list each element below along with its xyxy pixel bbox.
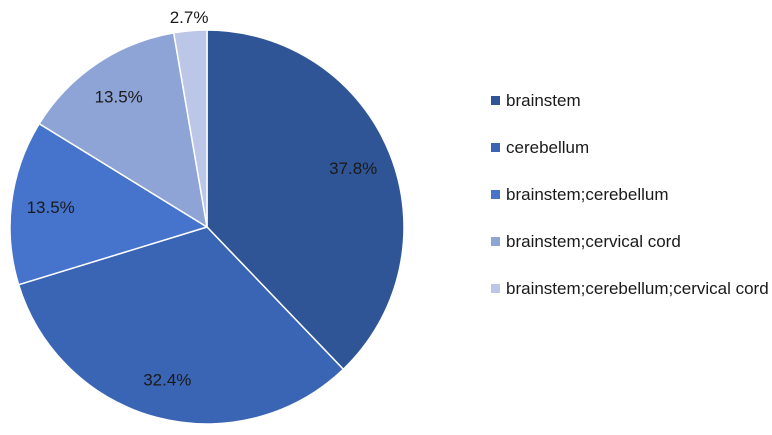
- legend-item-cerebellum: cerebellum: [489, 137, 772, 158]
- legend-label: brainstem;cerebellum;cervical cord: [506, 279, 769, 298]
- legend-swatch: [491, 96, 500, 105]
- pie-slice-brainstem-cerebellum: [9, 122, 209, 286]
- legend-label: brainstem;cervical cord: [506, 232, 681, 251]
- pie-data-label: 32.4%: [143, 371, 191, 390]
- pie-slice-brainstem-cerebellum-cervical-cord: [172, 29, 208, 228]
- pie-slice-cerebellum: [17, 226, 345, 425]
- legend-label: brainstem: [506, 91, 581, 110]
- legend-label: brainstem;cerebellum: [506, 185, 669, 204]
- pie-data-label: 37.8%: [329, 159, 377, 178]
- legend-swatch: [491, 284, 500, 293]
- legend-item-brainstem: brainstem: [489, 90, 772, 111]
- legend-swatch: [491, 143, 500, 152]
- pie-slice-brainstem: [206, 29, 405, 371]
- pie-slice-brainstem-cervical-cord: [38, 31, 209, 229]
- legend-swatch: [491, 190, 500, 199]
- pie-data-label: 2.7%: [170, 8, 209, 27]
- legend: brainstem cerebellum brainstem;cerebellu…: [489, 90, 772, 325]
- legend-label: cerebellum: [506, 138, 590, 157]
- legend-item-brainstem-cerebellum-cervical-cord: brainstem;cerebellum;cervical cord: [489, 278, 772, 299]
- pie-data-labels: 37.8% 32.4% 13.5% 13.5% 2.7%: [27, 8, 378, 390]
- legend-swatch: [491, 237, 500, 246]
- legend-item-brainstem-cerebellum: brainstem;cerebellum: [489, 184, 772, 205]
- pie-data-label: 13.5%: [27, 198, 75, 217]
- legend-item-brainstem-cervical-cord: brainstem;cervical cord: [489, 231, 772, 252]
- pie-slices: [9, 29, 405, 425]
- pie-data-label: 13.5%: [95, 87, 143, 106]
